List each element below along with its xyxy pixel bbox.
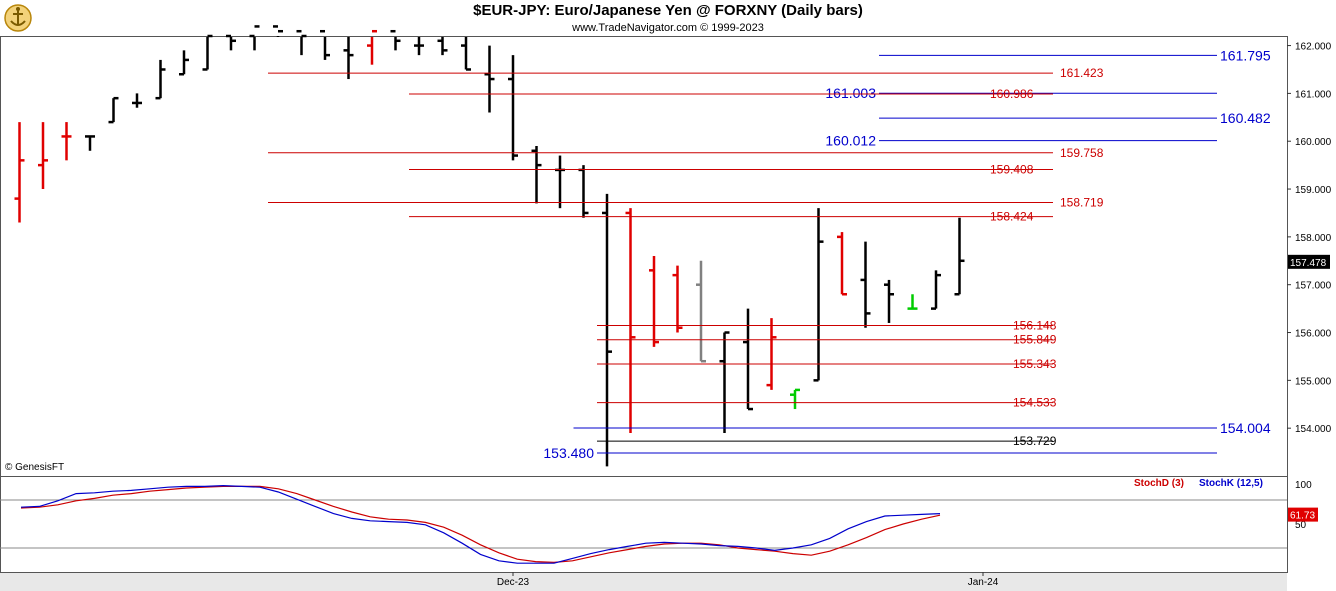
price-bar [860, 241, 871, 328]
last-price-tag [1288, 254, 1330, 269]
level-label: 158.719 [1060, 195, 1104, 209]
price-bar [884, 279, 894, 323]
price-bar [766, 318, 777, 390]
price-bar [296, 29, 307, 56]
price-bar [719, 331, 730, 433]
stochd-line [20, 485, 941, 564]
price-tick-label: 154.000 [1295, 424, 1332, 435]
plot-frame [0, 36, 1288, 573]
stochd-legend: StochD (3) [1134, 478, 1184, 489]
stoch-tick-label: 100 [1295, 480, 1312, 491]
date-tick-label: Jan-24 [968, 577, 999, 588]
last-price-label: 157.478 [1290, 258, 1327, 269]
price-bar [179, 50, 189, 76]
price-bar [249, 25, 260, 51]
level-label: 159.758 [1060, 146, 1104, 160]
anchor-logo-icon [4, 4, 32, 32]
level-label: 161.795 [1220, 47, 1271, 63]
price-bar [343, 37, 354, 80]
level-label: 161.423 [1060, 66, 1104, 80]
price-tick-label: 160.000 [1295, 137, 1332, 148]
level-label: 160.986 [990, 87, 1034, 101]
price-tick-label: 162.000 [1295, 42, 1332, 53]
price-bar [390, 29, 401, 51]
level-label: 154.004 [1220, 420, 1271, 436]
level-label: 158.424 [990, 210, 1034, 224]
chart-subtitle: www.TradeNavigator.com © 1999-2023 [572, 22, 764, 34]
price-bar [132, 93, 142, 108]
stoch-value-tag [1288, 507, 1318, 522]
price-bar [649, 256, 659, 347]
price-tick-label: 157.000 [1295, 281, 1332, 292]
level-label: 153.480 [543, 445, 594, 461]
price-bar [672, 265, 683, 333]
price-bar [931, 270, 941, 310]
price-bar [461, 37, 471, 71]
chart-title: $EUR-JPY: Euro/Japanese Yen @ FORXNY (Da… [473, 2, 863, 19]
price-bar [14, 122, 25, 223]
price-tick-label: 159.000 [1295, 185, 1332, 196]
price-tick-label: 155.000 [1295, 376, 1332, 387]
price-bar [61, 122, 72, 161]
price-bar [954, 217, 965, 296]
level-label: 155.343 [1013, 357, 1057, 371]
price-axis-area [1288, 36, 1336, 572]
price-bar [108, 96, 119, 124]
price-bar [320, 29, 330, 60]
price-tick-label: 158.000 [1295, 233, 1332, 244]
level-label: 156.148 [1013, 318, 1057, 332]
date-tick-label: Dec-23 [497, 577, 530, 588]
price-bar [602, 193, 612, 467]
level-label: 160.012 [825, 133, 876, 149]
price-bar [790, 388, 800, 410]
level-label: 159.408 [990, 163, 1034, 177]
price-bar [696, 260, 706, 363]
price-tick-label: 156.000 [1295, 329, 1332, 340]
stoch-tick-label: 50 [1295, 520, 1307, 531]
price-bar [555, 155, 565, 209]
price-bar [38, 122, 48, 190]
price-bar [743, 308, 753, 411]
level-label: 155.849 [1013, 333, 1057, 347]
stoch-value-label: 61.73 [1290, 511, 1315, 522]
price-bar [226, 34, 236, 51]
price-bar [367, 29, 377, 65]
price-bar [813, 208, 824, 382]
data-credit: © GenesisFT [5, 462, 65, 473]
level-label: 153.729 [1013, 434, 1057, 448]
price-bar [508, 55, 518, 161]
stochk-legend: StochK (12,5) [1199, 478, 1263, 489]
price-tick-label: 161.000 [1295, 89, 1332, 100]
level-label: 161.003 [825, 85, 876, 101]
price-bar [273, 25, 283, 37]
price-bar [578, 165, 589, 218]
level-label: 160.482 [1220, 110, 1271, 126]
price-bar [437, 37, 448, 56]
price-bar [414, 37, 424, 56]
price-bar [625, 208, 636, 433]
price-bar [531, 146, 542, 204]
price-bar [202, 34, 213, 71]
price-bar [907, 294, 918, 310]
level-label: 154.533 [1013, 396, 1057, 410]
price-bar [837, 232, 847, 296]
price-bar [155, 59, 166, 100]
price-bar [85, 135, 95, 151]
date-axis-area [0, 573, 1287, 591]
price-bar [484, 45, 495, 113]
stochk-line [20, 484, 941, 564]
